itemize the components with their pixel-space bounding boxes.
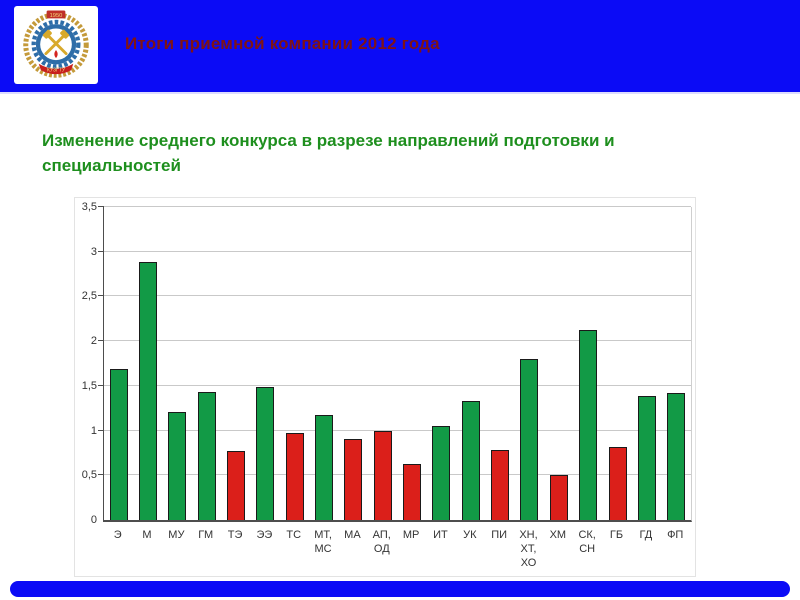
y-tick-mark [98, 340, 104, 342]
bar-ГД [637, 395, 656, 520]
svg-text:КУЗГТУ: КУЗГТУ [47, 68, 66, 74]
bar-УК [461, 401, 480, 520]
bars-row [104, 207, 691, 520]
bar-ФП [667, 393, 686, 520]
y-tick-mark [98, 474, 104, 476]
x-category-label: ЭЭ [256, 529, 273, 541]
x-category-label: ГД [639, 529, 653, 541]
y-tick-label: 0,5 [81, 469, 97, 482]
x-category-label: ХМ [549, 529, 567, 541]
bar-slot [163, 207, 192, 520]
x-category-label: МА [344, 529, 361, 541]
x-category-label: Э [113, 529, 122, 541]
bar-ТС [285, 433, 304, 520]
x-category-label: ХН, ХТ, ХО [519, 529, 538, 569]
bar-slot [192, 207, 221, 520]
x-category-label: СК, СН [578, 529, 596, 555]
bar-slot [221, 207, 250, 520]
x-category-label: ТЭ [227, 529, 243, 541]
bar-slot [368, 207, 397, 520]
bar-slot [632, 207, 661, 520]
y-tick-label: 3,5 [81, 201, 97, 213]
bar-chart: 0 0,5 1 1,5 2 2,5 3 3,5 Э М МУ ГМ ТЭ ЭЭ ТС МТ, МС МА АП,… [74, 197, 696, 577]
x-category-label: МТ, МС [314, 529, 332, 555]
bar-slot [603, 207, 632, 520]
bar-slot [427, 207, 456, 520]
x-category-label: ТС [286, 529, 302, 541]
bar-ХМ [549, 475, 568, 520]
y-tick-mark [98, 295, 104, 297]
chart-subtitle: Изменение среднего конкурса в разрезе на… [42, 131, 615, 175]
bar-slot [339, 207, 368, 520]
gridline [104, 340, 691, 342]
university-emblem-icon: 1950 КУЗГТУ [23, 10, 89, 78]
bar-ГБ [608, 446, 627, 520]
bar-ГМ [197, 392, 216, 520]
bar-ХНХТХО [520, 359, 539, 520]
bar-М [139, 262, 158, 520]
y-tick-label: 2,5 [81, 290, 97, 303]
x-category-label: ПИ [491, 529, 508, 541]
footer-bar [10, 581, 790, 597]
bar-СКСН [579, 329, 598, 520]
bar-slot [280, 207, 309, 520]
plot-area [98, 206, 692, 522]
gridline [104, 429, 691, 431]
x-category-label: М [142, 529, 152, 541]
bar-slot [309, 207, 338, 520]
gridline [104, 474, 691, 476]
bar-slot [251, 207, 280, 520]
bar-МУ [168, 411, 187, 520]
bar-ПИ [491, 450, 510, 520]
y-tick-label: 0 [90, 514, 97, 526]
y-tick-label: 3 [90, 245, 97, 258]
x-category-label: МР [402, 529, 420, 541]
bar-ИТ [432, 426, 451, 520]
bar-ТЭ [227, 451, 246, 520]
y-tick-mark [98, 384, 104, 386]
bar-АПОД [373, 431, 392, 520]
bar-slot [515, 207, 544, 520]
bar-slot [544, 207, 573, 520]
bar-МТМС [315, 415, 334, 520]
gridline [104, 250, 691, 252]
x-category-label: АП, ОД [372, 529, 391, 555]
x-category-label: МУ [168, 529, 185, 541]
gridline [104, 206, 691, 207]
bar-ЭЭ [256, 386, 275, 520]
bar-slot [574, 207, 603, 520]
university-logo: 1950 КУЗГТУ [14, 6, 98, 84]
y-tick-label: 2 [90, 335, 97, 348]
x-category-label: ГМ [198, 529, 214, 541]
bar-slot [456, 207, 485, 520]
bar-slot [104, 207, 133, 520]
y-tick-mark [98, 250, 104, 252]
y-tick-label: 1 [90, 424, 97, 437]
gridline [104, 295, 691, 297]
bar-Э [109, 368, 128, 520]
x-category-label: ФП [667, 529, 684, 541]
x-category-label: ГБ [609, 529, 624, 541]
y-axis-labels: 0 0,5 1 1,5 2 2,5 3 3,5 [75, 201, 99, 526]
bar-slot [397, 207, 426, 520]
x-axis-labels: Э М МУ ГМ ТЭ ЭЭ ТС МТ, МС МА АП, ОД МР ИТ УК ПИ ХН, ХТ… [103, 528, 690, 574]
x-category-label: ИТ [433, 529, 448, 541]
header-band: 1950 КУЗГТУ Итоги приемной компании 2012… [0, 0, 800, 94]
x-category-label: УК [463, 529, 477, 541]
bar-МА [344, 438, 363, 520]
y-tick-label: 1,5 [81, 379, 97, 392]
svg-text:1950: 1950 [50, 13, 63, 19]
y-tick-mark [98, 206, 104, 207]
bar-slot [662, 207, 691, 520]
bar-slot [133, 207, 162, 520]
bar-slot [485, 207, 514, 520]
slide-title: Итоги приемной компании 2012 года [125, 34, 440, 53]
bar-МР [403, 463, 422, 520]
gridline [104, 384, 691, 386]
y-tick-mark [98, 429, 104, 431]
